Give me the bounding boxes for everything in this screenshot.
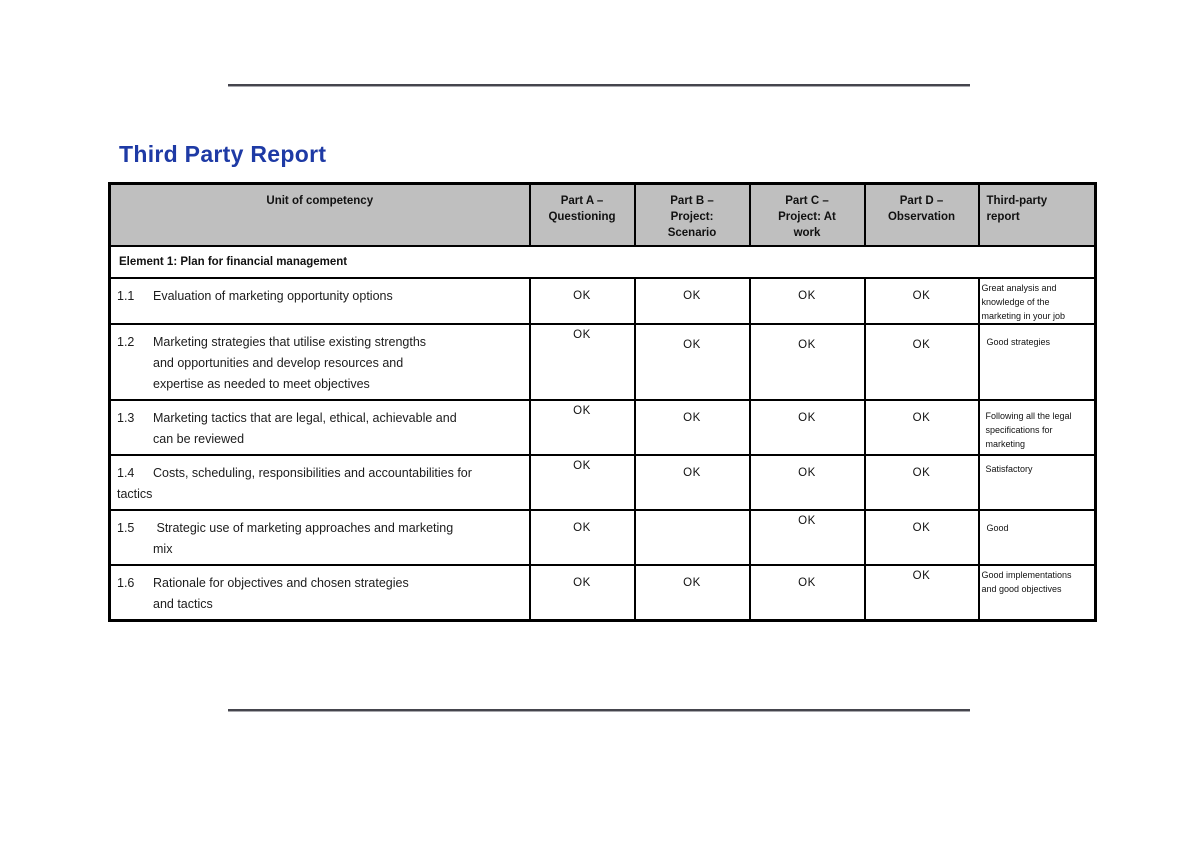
header-part-b: Part B – Project: Scenario: [633, 182, 751, 247]
unit-cell-1-1: 1.1 Evaluation of marketing opportunity …: [108, 276, 531, 325]
part-d-result-1-4: OK: [863, 453, 980, 511]
unit-cell-1-2: 1.2 Marketing strategies that utilise ex…: [108, 322, 531, 401]
unit-number: 1.1: [117, 288, 135, 303]
part-a-result-1-2: OK: [528, 322, 636, 401]
header-third-party-report: Third-party report: [977, 182, 1097, 247]
page-title: Third Party Report: [119, 141, 327, 167]
part-c-result-1-6: OK: [748, 563, 866, 621]
header-part-d: Part D – Observation: [863, 182, 980, 247]
table-row-1-1: 1.1 Evaluation of marketing opportunity …: [108, 276, 1097, 325]
footer-rule: [228, 709, 970, 711]
table-row-1-3: 1.3 Marketing tactics that are legal, et…: [108, 398, 1097, 456]
part-a-result-1-6: OK: [528, 563, 636, 621]
header-unit-of-competency: Unit of competency: [108, 182, 531, 247]
header-part-c: Part C – Project: At work: [748, 182, 866, 247]
unit-cell-1-4: 1.4 Costs, scheduling, responsibilities a…: [108, 453, 531, 511]
part-c-result-1-4: OK: [748, 453, 866, 511]
part-d-result-1-6: OK: [863, 563, 980, 621]
unit-text: Evaluation of marketing opportunity opti…: [153, 288, 393, 303]
unit-cell-1-3: 1.3 Marketing tactics that are legal, et…: [108, 398, 531, 456]
table-row-1-2: 1.2 Marketing strategies that utilise ex…: [108, 322, 1097, 401]
unit-number: 1.4: [117, 465, 135, 480]
unit-cell-1-5: 1.5 Strategic use of marketing approache…: [108, 508, 531, 566]
report-comment-1-3: Following all the legal specifications f…: [977, 398, 1097, 456]
part-b-result-1-4: OK: [633, 453, 751, 511]
unit-cell-1-6: 1.6 Rationale for objectives and chosen …: [108, 563, 531, 621]
header-rule: [228, 84, 970, 86]
unit-number: 1.5: [117, 520, 135, 535]
unit-text: Costs, scheduling, responsibilities and …: [117, 465, 472, 501]
table-row-1-4: 1.4 Costs, scheduling, responsibilities a…: [108, 453, 1097, 511]
part-d-result-1-5: OK: [863, 508, 980, 566]
report-comment-1-4: Satisfactory: [977, 453, 1097, 511]
part-a-result-1-1: OK: [528, 276, 636, 325]
part-b-result-1-6: OK: [633, 563, 751, 621]
report-comment-1-6: Good implementations and good objectives: [977, 563, 1097, 621]
section-title: Element 1: Plan for financial management: [108, 244, 1097, 279]
header-part-a: Part A – Questioning: [528, 182, 636, 247]
part-c-result-1-2: OK: [748, 322, 866, 401]
part-b-result-1-3: OK: [633, 398, 751, 456]
part-b-result-1-5: [633, 508, 751, 566]
part-d-result-1-3: OK: [863, 398, 980, 456]
part-b-result-1-2: OK: [633, 322, 751, 401]
table-row-1-5: 1.5 Strategic use of marketing approache…: [108, 508, 1097, 566]
part-d-result-1-2: OK: [863, 322, 980, 401]
report-comment-1-5: Good: [977, 508, 1097, 566]
third-party-report-table: Unit of competency Part A – Questioning …: [108, 182, 1097, 622]
unit-text: Rationale for objectives and chosen stra…: [153, 575, 409, 611]
part-c-result-1-3: OK: [748, 398, 866, 456]
table-header-row: Unit of competency Part A – Questioning …: [108, 182, 1097, 247]
report-comment-1-2: Good strategies: [977, 322, 1097, 401]
report-comment-1-1: Great analysis and knowledge of the mark…: [977, 276, 1097, 325]
table-row-1-6: 1.6 Rationale for objectives and chosen …: [108, 563, 1097, 621]
unit-text: Strategic use of marketing approaches an…: [153, 520, 454, 556]
unit-number: 1.6: [117, 575, 135, 590]
unit-text: Marketing strategies that utilise existi…: [153, 334, 427, 391]
part-a-result-1-5: OK: [528, 508, 636, 566]
part-a-result-1-3: OK: [528, 398, 636, 456]
unit-number: 1.3: [117, 410, 135, 425]
part-d-result-1-1: OK: [863, 276, 980, 325]
unit-text: Marketing tactics that are legal, ethica…: [153, 410, 457, 446]
unit-number: 1.2: [117, 334, 135, 349]
section-row: Element 1: Plan for financial management: [108, 244, 1097, 279]
part-c-result-1-5: OK: [748, 508, 866, 566]
part-c-result-1-1: OK: [748, 276, 866, 325]
part-a-result-1-4: OK: [528, 453, 636, 511]
part-b-result-1-1: OK: [633, 276, 751, 325]
